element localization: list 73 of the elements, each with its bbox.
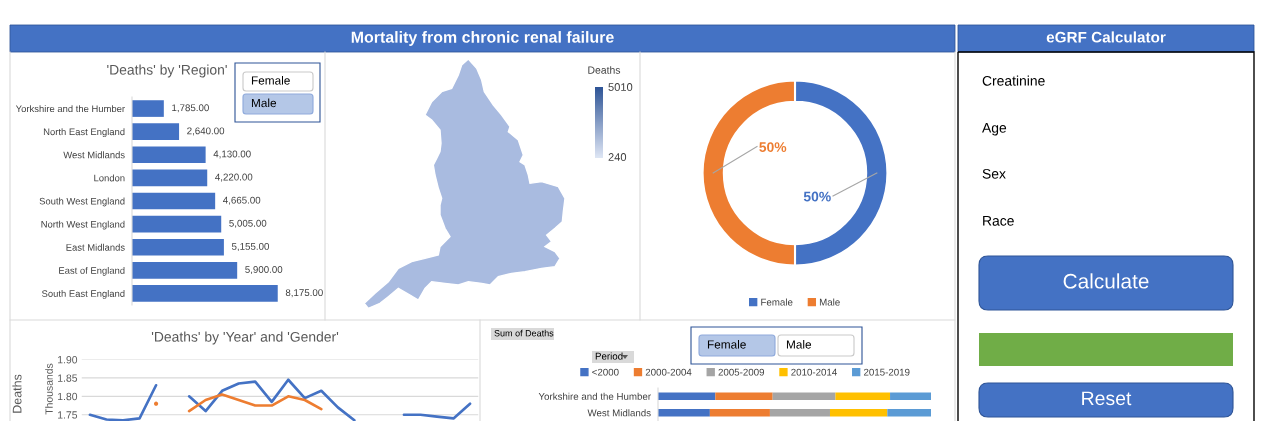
y-tick-label: West Midlands (587, 409, 651, 417)
text: Creatinine (982, 75, 1045, 86)
text: 240 (608, 153, 627, 161)
legend-label: <2000 (592, 368, 619, 376)
text: Reset (1082, 391, 1132, 406)
bar (132, 192, 216, 210)
text: Sum of Deaths (494, 329, 554, 337)
bar (715, 392, 773, 400)
legend-label: Female (761, 298, 793, 306)
data-label: 2,640.00 (187, 127, 225, 136)
text: Mortality from chronic renal failure (351, 31, 614, 46)
text: Female (251, 76, 290, 85)
y-tick-label: West Midlands (63, 151, 125, 159)
text: 5010 (608, 83, 633, 91)
bar (769, 409, 830, 417)
bar (132, 169, 208, 187)
y-tick-label: Yorkshire and the Humber (15, 105, 125, 113)
bar (132, 146, 206, 164)
y-tick-label: North West England (41, 220, 125, 230)
y-tick-label: 1.75 (58, 411, 78, 419)
bar (835, 392, 891, 400)
bar (709, 409, 770, 417)
legend-label: 2015-2019 (863, 368, 910, 376)
y-tick-label: North East England (43, 128, 125, 138)
text: Age (982, 123, 1007, 136)
text: Thousands (45, 363, 53, 415)
text: Race (983, 216, 1014, 226)
data-label: 50% (759, 142, 787, 152)
bar (890, 392, 931, 400)
data-label: 5,005.00 (229, 219, 267, 228)
text: Calculate (1063, 273, 1149, 289)
y-tick-label: 1.85 (58, 374, 78, 382)
legend-label: Male (819, 298, 840, 306)
data-label: 50% (803, 191, 831, 202)
color-bar-title: Deaths (588, 66, 621, 74)
text: Period (595, 352, 623, 360)
y-tick-label: 1.90 (58, 356, 78, 364)
data-label: 4,220.00 (215, 173, 253, 182)
annotation: Male (251, 98, 277, 108)
bar (132, 285, 278, 302)
data-label: 5,900.00 (245, 266, 283, 275)
chart-title: 'Deaths' by 'Region' (107, 64, 227, 78)
data-label: 4,665.00 (223, 196, 261, 205)
chart-title: 'Deaths' by 'Year' and 'Gender' (151, 331, 339, 345)
data-label: 8,175.00 (285, 289, 323, 298)
legend-label: 2005-2009 (718, 368, 765, 376)
data-label: 1,785.00 (172, 104, 209, 113)
data-label: 5,155.00 (231, 242, 269, 251)
bar (658, 409, 710, 417)
bar (132, 215, 222, 233)
y-tick-label: London (94, 174, 125, 182)
text: Male (786, 340, 812, 349)
bar (887, 409, 931, 417)
y-axis-title: Deaths (12, 374, 22, 413)
legend-label: 2000-2004 (645, 368, 692, 376)
text: Sex (982, 168, 1006, 179)
text: eGRF Calculator (1046, 31, 1166, 43)
y-tick-label: South East England (42, 290, 125, 299)
bar (829, 409, 888, 417)
bar (658, 392, 716, 400)
data-label: 4,130.00 (213, 150, 251, 159)
bar (132, 238, 224, 256)
bar (132, 100, 164, 117)
y-tick-label: East Midlands (66, 243, 125, 251)
legend-label: 2010-2014 (791, 368, 837, 376)
y-tick-label: South West England (39, 197, 125, 207)
y-tick-label: 1.80 (58, 392, 78, 401)
bar (772, 392, 836, 400)
bar (132, 262, 238, 279)
bar (132, 123, 180, 140)
y-tick-label: Yorkshire and the Humber (538, 392, 651, 400)
y-tick-label: East of England (59, 266, 125, 276)
text: Female (707, 340, 746, 349)
